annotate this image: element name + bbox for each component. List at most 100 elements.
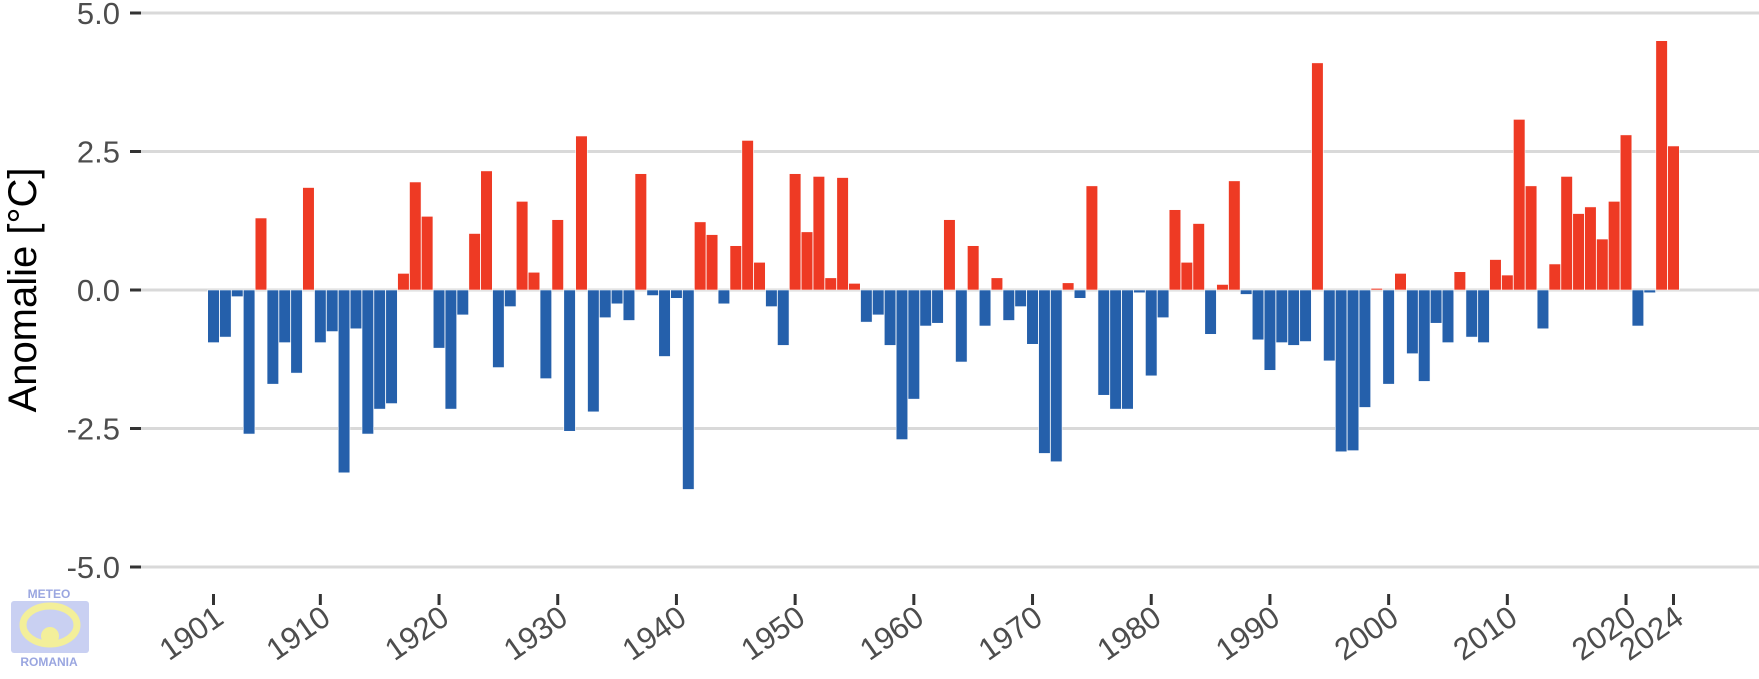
- bar-1918: [409, 181, 422, 291]
- bar-1974: [1073, 289, 1087, 299]
- bar-1987: [1228, 180, 1241, 291]
- bar-1915: [373, 289, 386, 410]
- bar-1946: [741, 140, 754, 291]
- bar-1971: [1038, 289, 1051, 454]
- bar-1955: [848, 283, 861, 291]
- bar-1905: [254, 217, 268, 291]
- bar-2003: [1418, 289, 1431, 382]
- bar-1917: [397, 273, 410, 291]
- bar-1967: [990, 277, 1004, 291]
- bar-1941: [682, 289, 695, 490]
- bar-1957: [872, 289, 885, 316]
- x-tick-label: 1920: [378, 599, 455, 667]
- bar-1997: [1346, 289, 1360, 451]
- logo-text-top: METEO: [28, 587, 71, 601]
- bar-1934: [599, 289, 612, 319]
- logo-sun: [41, 627, 59, 645]
- bar-1936: [622, 289, 636, 321]
- bar-1925: [492, 289, 505, 368]
- bar-1951: [800, 231, 814, 291]
- bar-2011: [1513, 119, 1526, 291]
- bar-2002: [1406, 289, 1419, 355]
- bar-1989: [1251, 289, 1265, 341]
- bar-1929: [539, 289, 552, 379]
- x-tick-label: 1990: [1209, 599, 1286, 667]
- bar-1910: [314, 289, 327, 343]
- bar-1928: [527, 271, 541, 291]
- x-tick-label: 1960: [853, 599, 930, 667]
- bar-1985: [1204, 289, 1217, 335]
- bar-1945: [729, 245, 742, 291]
- bar-1983: [1180, 261, 1193, 291]
- bar-1904: [243, 289, 256, 435]
- bar-1920: [432, 289, 446, 349]
- bar-1948: [765, 289, 778, 307]
- bar-1931: [563, 289, 576, 432]
- bar-1932: [575, 135, 588, 291]
- bar-1939: [658, 289, 671, 357]
- bar-1914: [361, 289, 374, 435]
- bar-1916: [385, 289, 398, 404]
- bar-1961: [919, 289, 932, 327]
- x-tick-label: 1910: [260, 599, 337, 667]
- bar-1909: [302, 187, 315, 291]
- bar-1968: [1002, 289, 1015, 321]
- bar-2005: [1441, 289, 1455, 343]
- y-tick-label: 0.0: [77, 273, 120, 308]
- meteo-romania-logo: METEO ROMANIA: [11, 587, 89, 669]
- bar-1938: [646, 289, 659, 296]
- bar-1964: [955, 289, 968, 363]
- bar-1923: [468, 233, 481, 291]
- bar-1943: [705, 234, 719, 291]
- bar-1986: [1216, 284, 1229, 291]
- x-tick-label: 2010: [1447, 599, 1524, 667]
- bar-1940: [670, 289, 683, 299]
- bar-1942: [694, 221, 707, 291]
- bar-1958: [883, 289, 897, 346]
- bar-2015: [1560, 176, 1573, 291]
- bar-2010: [1501, 274, 1514, 291]
- bar-1924: [480, 170, 493, 291]
- bar-1980: [1145, 289, 1158, 377]
- bar-2018: [1596, 238, 1609, 291]
- bar-1976: [1097, 289, 1110, 396]
- bar-1962: [931, 289, 944, 324]
- bar-1952: [812, 176, 825, 291]
- y-tick-label: 5.0: [77, 0, 120, 31]
- bar-1990: [1263, 289, 1277, 371]
- bar-1972: [1050, 289, 1063, 463]
- bar-1922: [456, 289, 469, 316]
- bars: [207, 40, 1680, 490]
- bar-1954: [836, 177, 849, 291]
- bar-1953: [824, 277, 837, 291]
- bar-1982: [1168, 209, 1182, 291]
- bar-2020: [1619, 134, 1633, 291]
- bar-2009: [1489, 259, 1502, 291]
- bar-1988: [1240, 289, 1253, 295]
- bar-1907: [278, 289, 291, 343]
- bar-2001: [1394, 273, 1407, 291]
- bar-1913: [349, 289, 363, 330]
- bar-2014: [1548, 263, 1561, 291]
- bar-1919: [421, 216, 434, 291]
- bar-1999: [1370, 288, 1383, 291]
- bar-1921: [444, 289, 458, 410]
- bar-2019: [1608, 201, 1621, 291]
- x-tick-label: 1970: [972, 599, 1049, 667]
- bar-1979: [1133, 289, 1146, 294]
- bar-2022: [1643, 289, 1656, 294]
- y-tick-label: -5.0: [67, 550, 120, 585]
- bar-2016: [1572, 213, 1585, 291]
- bar-2013: [1536, 289, 1550, 330]
- bar-1975: [1085, 185, 1098, 291]
- y-tick-label: -2.5: [67, 412, 120, 447]
- bar-1973: [1062, 282, 1075, 291]
- logo-text-bottom: ROMANIA: [20, 655, 78, 669]
- bar-2017: [1584, 206, 1597, 291]
- bar-1935: [610, 289, 624, 305]
- bar-1947: [753, 261, 766, 291]
- bar-1901: [207, 289, 220, 343]
- bar-2006: [1453, 271, 1466, 291]
- bar-2004: [1430, 289, 1443, 324]
